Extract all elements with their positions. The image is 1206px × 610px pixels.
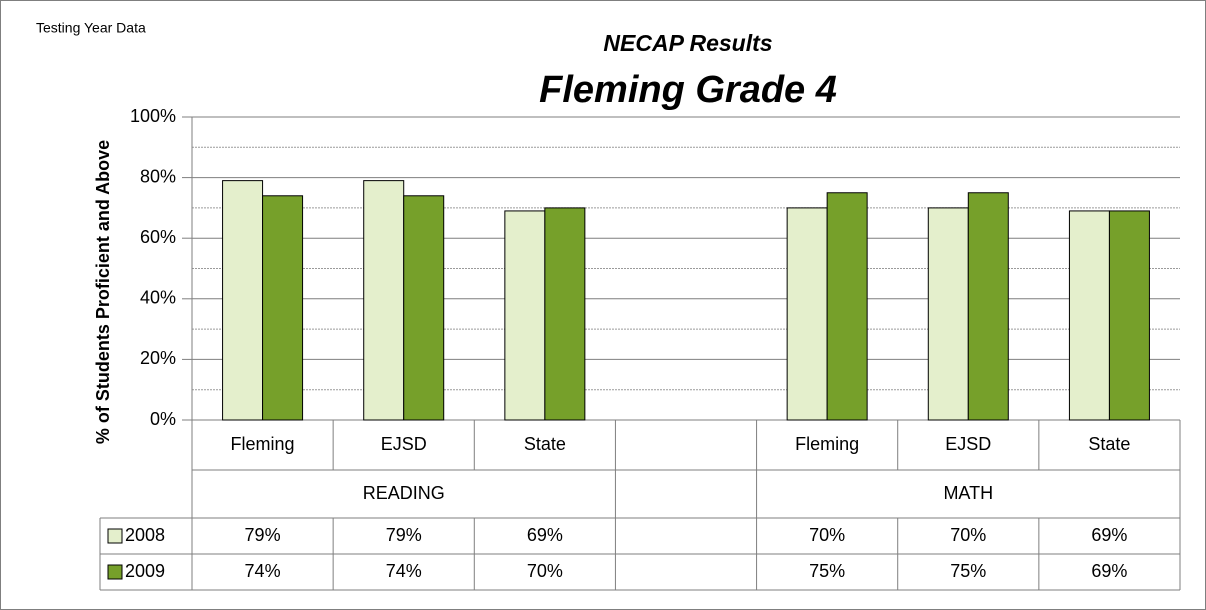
data-label: 70% [527, 561, 563, 581]
x-tick-label: State [524, 434, 566, 454]
chart-subtitle: Fleming Grade 4 [539, 69, 837, 111]
data-label: 74% [245, 561, 281, 581]
bar [1068, 210, 1110, 421]
legend-label: 2009 [125, 561, 165, 581]
bar [786, 207, 828, 421]
y-tick-label: 0% [150, 409, 176, 429]
data-label: 75% [950, 561, 986, 581]
y-tick-label: 40% [140, 288, 176, 308]
legend-key [107, 528, 123, 544]
group-label: READING [363, 483, 445, 503]
chart-title: NECAP Results [603, 30, 772, 56]
x-tick-label: Fleming [231, 434, 295, 454]
bar [826, 192, 868, 421]
x-tick-label: Fleming [795, 434, 859, 454]
x-tick-label: EJSD [945, 434, 991, 454]
data-label: 79% [245, 525, 281, 545]
legend-label: 2008 [125, 525, 165, 545]
y-tick-label: 80% [140, 166, 176, 186]
group-label: MATH [943, 483, 993, 503]
x-tick-label: State [1088, 434, 1130, 454]
bar [363, 180, 405, 421]
y-tick-label: 60% [140, 227, 176, 247]
bar [504, 210, 546, 421]
x-tick-label: EJSD [381, 434, 427, 454]
bar [262, 195, 304, 421]
bar [1108, 210, 1150, 421]
data-label: 69% [1091, 525, 1127, 545]
legend-key [107, 564, 123, 580]
bar [967, 192, 1009, 421]
y-tick-label: 100% [130, 106, 176, 126]
y-axis-label: % of Students Proficient and Above [93, 140, 113, 444]
data-label: 70% [950, 525, 986, 545]
bar [403, 195, 445, 421]
y-tick-label: 20% [140, 348, 176, 368]
bar [927, 207, 969, 421]
data-label: 79% [386, 525, 422, 545]
data-label: 69% [527, 525, 563, 545]
annotation: Testing Year Data [36, 20, 146, 36]
bar [222, 180, 264, 421]
bar [544, 207, 586, 421]
data-label: 70% [809, 525, 845, 545]
data-label: 74% [386, 561, 422, 581]
data-label: 69% [1091, 561, 1127, 581]
data-label: 75% [809, 561, 845, 581]
